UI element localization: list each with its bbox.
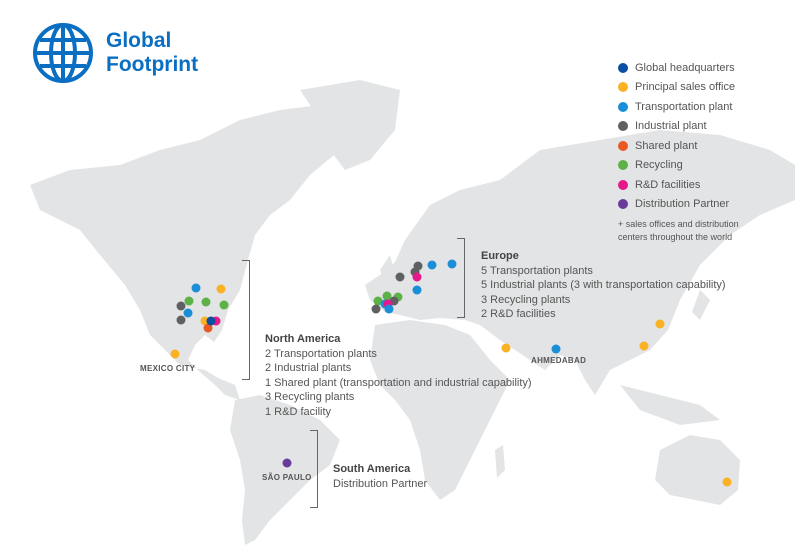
legend-dot-icon: [618, 101, 628, 112]
location-marker[interactable]: [412, 285, 422, 295]
location-marker[interactable]: [176, 315, 186, 325]
madagascar-land: [495, 445, 505, 478]
land-masses: [30, 80, 795, 545]
city-label-sao-paulo: SÃO PAULO: [262, 473, 312, 482]
location-marker[interactable]: [551, 344, 561, 354]
region-line: 2 Transportation plants: [265, 347, 377, 360]
legend-label: Distribution Partner: [635, 198, 730, 211]
region-title: South America: [333, 463, 411, 475]
location-marker[interactable]: [170, 349, 180, 359]
legend-item: Global headquarters: [618, 58, 768, 78]
page-title: Global Footprint: [106, 29, 198, 77]
legend-dot-icon: [618, 121, 628, 132]
location-marker[interactable]: [722, 477, 732, 487]
europe-bracket: [457, 238, 465, 318]
south-america-summary: South America Distribution Partner: [333, 462, 427, 491]
globe-icon: [33, 23, 93, 83]
legend-item: Transportation plant: [618, 97, 768, 117]
city-label-mexico-city: MEXICO CITY: [140, 364, 196, 373]
location-marker[interactable]: [427, 260, 437, 270]
legend-label: Shared plant: [635, 139, 698, 152]
location-marker[interactable]: [282, 458, 292, 468]
legend-dot-icon: [618, 62, 628, 73]
legend-note: + sales offices and distribution centers…: [618, 219, 739, 242]
legend: Global headquarters Principal sales offic…: [618, 58, 768, 244]
legend-label: Industrial plant: [635, 120, 707, 133]
title-line-2: Footprint: [106, 53, 199, 76]
region-line: 5 Transportation plants: [481, 264, 593, 277]
region-line: Distribution Partner: [333, 477, 428, 490]
location-marker[interactable]: [191, 283, 201, 293]
location-marker[interactable]: [447, 259, 457, 269]
south-america-bracket: [310, 430, 318, 508]
africa-land: [370, 320, 510, 500]
legend-label: Recycling: [635, 159, 683, 172]
legend-item: Principal sales office: [618, 78, 768, 98]
legend-dot-icon: [618, 179, 628, 190]
legend-label: Transportation plant: [635, 100, 733, 113]
legend-item: Industrial plant: [618, 117, 768, 137]
city-label-ahmedabad: AHMEDABAD: [531, 356, 587, 365]
north-america-land: [30, 105, 360, 400]
europe-summary: Europe 5 Transportation plants 5 Industria…: [481, 249, 726, 322]
location-marker[interactable]: [384, 304, 394, 314]
legend-dot-icon: [618, 199, 628, 210]
japan-land: [692, 290, 710, 320]
legend-dot-icon: [618, 140, 628, 151]
north-america-summary: North America 2 Transportation plants 2 In…: [265, 332, 532, 419]
location-markers: [170, 259, 732, 487]
region-line: 2 Industrial plants: [265, 362, 352, 374]
legend-item: Recycling: [618, 156, 768, 176]
location-marker[interactable]: [176, 301, 186, 311]
title-line-1: Global: [106, 29, 172, 52]
legend-item: Shared plant: [618, 136, 768, 156]
region-title: Europe: [481, 250, 519, 262]
legend-item: R&D facilities: [618, 175, 768, 195]
region-line: 1 R&D facility: [265, 405, 332, 418]
location-marker[interactable]: [382, 291, 392, 301]
legend-label: R&D facilities: [635, 178, 701, 191]
south-america-land: [230, 395, 340, 545]
legend-item: Distribution Partner: [618, 195, 768, 215]
southeast-asia-land: [620, 385, 720, 425]
legend-dot-icon: [618, 82, 628, 93]
region-line: 3 Recycling plants: [265, 391, 355, 403]
location-marker[interactable]: [206, 316, 216, 326]
location-marker[interactable]: [216, 284, 226, 294]
legend-dot-icon: [618, 160, 628, 171]
region-line: 5 Industrial plants (3 with transportati…: [481, 279, 726, 291]
europe-asia-land: [365, 130, 795, 395]
location-marker[interactable]: [203, 323, 213, 333]
location-marker[interactable]: [395, 272, 405, 282]
region-line: 3 Recycling plants: [481, 293, 571, 306]
location-marker[interactable]: [501, 343, 511, 353]
location-marker[interactable]: [371, 304, 381, 314]
region-line: 1 Shared plant (transportation and indus…: [265, 376, 532, 389]
region-line: 2 R&D facilities: [481, 308, 556, 320]
region-title: North America: [265, 333, 341, 345]
location-marker[interactable]: [639, 341, 649, 351]
legend-label: Principal sales office: [635, 81, 736, 94]
logo: Global Footprint: [32, 22, 198, 84]
location-marker[interactable]: [412, 272, 422, 282]
location-marker[interactable]: [201, 297, 211, 307]
greenland-land: [300, 80, 400, 170]
legend-label: Global headquarters: [635, 61, 735, 74]
location-marker[interactable]: [184, 296, 194, 306]
uk-land: [380, 255, 395, 285]
location-marker[interactable]: [219, 300, 229, 310]
location-marker[interactable]: [183, 308, 193, 318]
north-america-bracket: [242, 260, 250, 380]
australia-land: [655, 435, 740, 505]
location-marker[interactable]: [373, 296, 383, 306]
location-marker[interactable]: [655, 319, 665, 329]
